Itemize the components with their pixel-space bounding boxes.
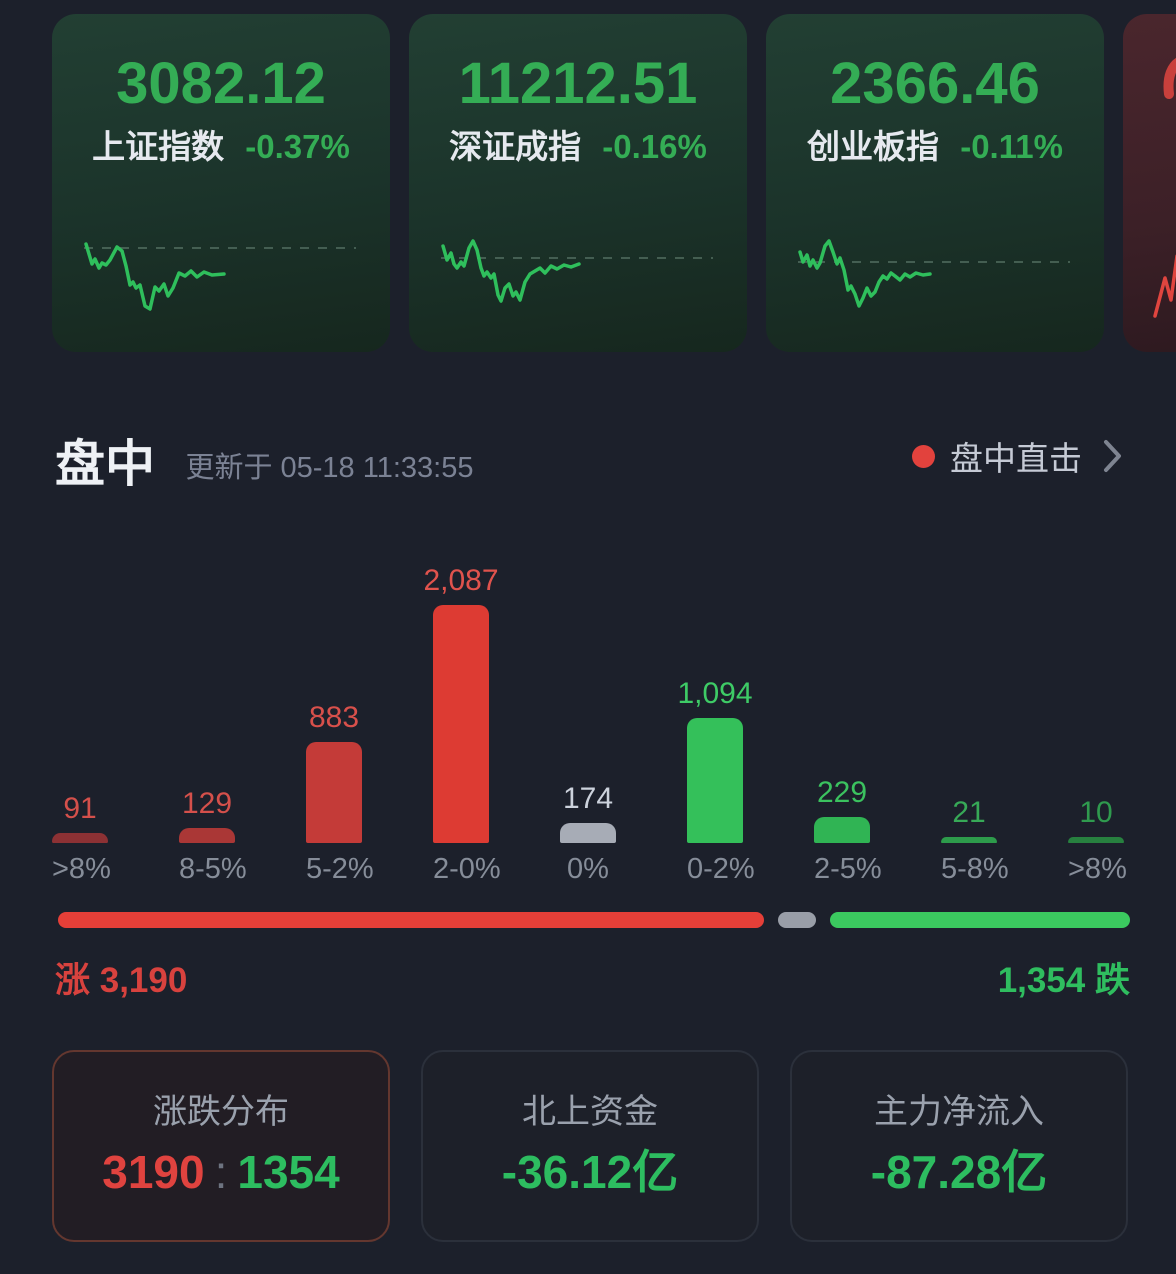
- category-label: >8%: [1068, 853, 1127, 885]
- category-label: 2-0%: [433, 853, 501, 885]
- updown-separator: :: [214, 1146, 228, 1198]
- index-name: 深证成指: [449, 127, 582, 165]
- bottom-stat-cards: 涨跌分布 3190:1354 北上资金 -36.12亿 主力净流入 -87.28…: [52, 1050, 1128, 1242]
- breadth-column: 91: [52, 794, 108, 843]
- card-title: 北上资金: [522, 1093, 658, 1131]
- breadth-column: 174: [560, 784, 616, 843]
- category-label: 5-2%: [306, 853, 374, 885]
- index-label-row: 深证成指 -0.16%: [409, 127, 747, 165]
- category-label: 2-5%: [814, 853, 882, 885]
- category-label: >8%: [52, 853, 111, 885]
- breadth-bar: [179, 828, 235, 843]
- card-value: -87.28亿: [871, 1149, 1047, 1195]
- breadth-column: 129: [179, 789, 235, 843]
- sparkline-path: [441, 239, 581, 303]
- breadth-column: 2,087: [423, 566, 499, 843]
- decliners-count: 1,354 跌: [997, 961, 1130, 1000]
- breadth-bar: [941, 837, 997, 843]
- updown-up-value: 3190: [102, 1146, 205, 1198]
- breadth-bar: [814, 817, 870, 843]
- index-value: 2366.46: [830, 51, 1040, 116]
- card-title: 主力净流入: [874, 1093, 1044, 1131]
- sparkline-chart: [84, 242, 356, 311]
- card-value: -36.12亿: [502, 1149, 678, 1195]
- category-label: 0-2%: [687, 853, 755, 885]
- pill-down: [830, 912, 1130, 928]
- pill-up: [58, 912, 764, 928]
- card-title: 涨跌分布: [153, 1093, 289, 1131]
- bar-value-label: 10: [1079, 796, 1113, 829]
- index-name: 创业板指: [807, 127, 940, 165]
- index-label-row: 上证指数 -0.37%: [52, 127, 390, 165]
- advancers-count: 涨 3,190: [55, 961, 188, 1000]
- sparkline-path: [798, 239, 932, 308]
- index-label-row: 创业板指 -0.11%: [766, 127, 1104, 165]
- category-label: 5-8%: [941, 853, 1009, 885]
- breadth-chart: 91 129 883 2,087 174 1,094 229 21 10 >8% 8-5% 5-2%…: [52, 559, 1127, 885]
- bar-value-label: 1,094: [677, 677, 753, 710]
- main-net-inflow-value: -87.28亿: [870, 1146, 1048, 1198]
- advance-decline-pill: [58, 912, 1130, 928]
- northbound-value: -36.12亿: [501, 1146, 679, 1198]
- breadth-column: 21: [941, 798, 997, 843]
- sparkline-chart: [1153, 254, 1176, 318]
- breadth-bar: [1068, 837, 1124, 843]
- breadth-column: 229: [814, 778, 870, 843]
- breadth-bar: [52, 833, 108, 843]
- bar-value-label: 174: [562, 782, 614, 815]
- index-value: 11212.51: [458, 51, 698, 116]
- partial-digit-fragment: [1163, 58, 1176, 99]
- breadth-bar: [433, 605, 489, 843]
- breadth-column: 10: [1068, 798, 1124, 843]
- breadth-bar: [687, 718, 743, 843]
- card-value: 3190:1354: [102, 1149, 339, 1195]
- index-value: 3082.12: [116, 51, 326, 116]
- bar-value-label: 229: [816, 776, 868, 809]
- breadth-bar: [560, 823, 616, 843]
- updown-down-value: 1354: [237, 1146, 340, 1198]
- updated-timestamp: 更新于 05-18 11:33:55: [185, 452, 474, 484]
- index-name: 上证指数: [92, 127, 225, 165]
- breadth-bar: [306, 742, 362, 843]
- breadth-columns: 91 129 883 2,087 174 1,094 229 21 10: [52, 559, 1124, 843]
- index-card-shanghai[interactable]: 3082.12 上证指数 -0.37%: [52, 14, 390, 352]
- category-label: 8-5%: [179, 853, 247, 885]
- index-card-shenzhen[interactable]: 11212.51 深证成指 -0.16%: [409, 14, 747, 352]
- index-card-partial[interactable]: [1123, 14, 1176, 352]
- live-dot-icon: [912, 444, 935, 468]
- breadth-column: 883: [306, 703, 362, 843]
- bar-value-label: 129: [181, 787, 233, 820]
- chevron-right-icon: [1104, 440, 1121, 472]
- sparkline-path: [1153, 254, 1176, 318]
- card-updown-distribution[interactable]: 涨跌分布 3190:1354: [52, 1050, 390, 1242]
- live-coverage-link[interactable]: 盘中直击: [912, 432, 1123, 480]
- index-card-chinext[interactable]: 2366.46 创业板指 -0.11%: [766, 14, 1104, 352]
- sparkline-chart: [441, 239, 713, 303]
- index-cards-row: 3082.12 上证指数 -0.37% 11212.51 深证成指 -0.16%…: [0, 14, 1176, 354]
- card-northbound-funds[interactable]: 北上资金 -36.12亿: [421, 1050, 759, 1242]
- sparkline-chart: [798, 239, 1070, 308]
- card-main-net-inflow[interactable]: 主力净流入 -87.28亿: [790, 1050, 1128, 1242]
- category-label: 0%: [567, 853, 609, 885]
- breadth-categories: >8% 8-5% 5-2% 2-0% 0% 0-2% 2-5% 5-8% >8%: [52, 853, 1127, 885]
- index-change: -0.11%: [960, 127, 1063, 165]
- pill-flat: [777, 912, 817, 928]
- section-title: 盘中: [55, 436, 155, 492]
- advance-decline-labels: 涨 3,190 1,354 跌: [55, 952, 1130, 1003]
- bar-value-label: 91: [63, 792, 97, 825]
- live-link-label: 盘中直击: [950, 440, 1082, 477]
- breadth-column: 1,094: [677, 679, 753, 843]
- index-change: -0.16%: [602, 127, 707, 165]
- bar-value-label: 21: [952, 796, 986, 829]
- intraday-section-header: 盘中 更新于 05-18 11:33:55 盘中直击: [55, 424, 1123, 492]
- index-change: -0.37%: [245, 127, 350, 165]
- sparkline-path: [84, 242, 226, 311]
- bar-value-label: 883: [308, 701, 360, 734]
- bar-value-label: 2,087: [423, 564, 499, 597]
